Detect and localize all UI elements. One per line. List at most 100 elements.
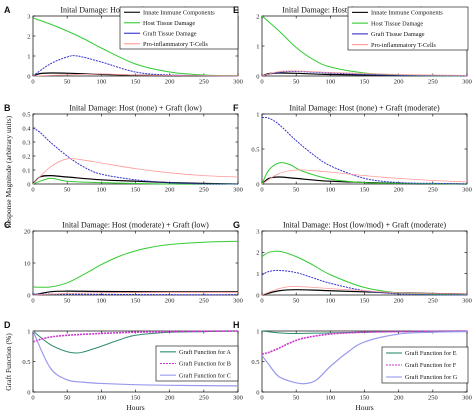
x-tick-label: 300: [462, 79, 472, 86]
x-tick-label: 100: [96, 395, 106, 402]
x-tick-label: 50: [293, 298, 300, 305]
panel-b: 0 50 100 150 200 250 300 0 0.1 0.2 0.3 0.4 0.5 Inital…: [4, 103, 243, 194]
x-tick-label: 300: [233, 395, 243, 402]
y-tick-label: 0: [27, 389, 30, 396]
panel-title: Inital Damage: Host (none) + Graft (mode…: [289, 104, 440, 113]
panel-tag: F: [233, 103, 239, 113]
x-tick-label: 0: [31, 79, 34, 86]
x-tick-label: 150: [131, 395, 141, 402]
legend: Innate Immune Components Host Tissue Dama…: [119, 6, 239, 50]
panel-g: 0 50 100 150 200 250 300 0 1 2 3 Inital Damage: Hos…: [233, 220, 472, 305]
x-tick-label: 300: [462, 395, 472, 402]
shared-ylabel-bottom: Graft Function (%): [4, 333, 13, 391]
y-tick-label: 0: [256, 181, 259, 188]
panel-tag: E: [233, 5, 239, 15]
x-tick-label: 200: [394, 79, 404, 86]
y-tick-label: 2: [27, 33, 30, 40]
x-tick-label: 0: [260, 395, 263, 402]
x-axis-label: Hours: [126, 403, 144, 412]
x-tick-label: 150: [360, 187, 370, 194]
y-tick-label: 3: [27, 13, 30, 20]
x-tick-label: 100: [325, 395, 335, 402]
x-tick-label: 200: [394, 395, 404, 402]
x-tick-label: 50: [64, 298, 71, 305]
x-tick-label: 300: [462, 298, 472, 305]
series-line-f-3: [261, 169, 468, 185]
x-tick-label: 150: [360, 395, 370, 402]
x-tick-label: 100: [96, 298, 106, 305]
x-tick-label: 300: [233, 187, 243, 194]
series-line-h-2: [261, 331, 468, 385]
x-tick-label: 150: [131, 298, 141, 305]
y-tick-label: 1: [27, 328, 30, 335]
x-tick-label: 300: [233, 79, 243, 86]
series-line-g-2: [261, 269, 468, 296]
x-tick-label: 150: [360, 79, 370, 86]
series-line-d-2: [32, 330, 239, 387]
x-tick-label: 50: [293, 79, 300, 86]
series-line-a-2: [32, 55, 239, 77]
y-tick-label: 0.3: [22, 139, 30, 146]
y-tick-label: 0.4: [22, 125, 31, 132]
x-tick-label: 100: [325, 298, 335, 305]
legend-label: Graft Function for G: [405, 374, 458, 381]
series-line-c-1: [32, 240, 239, 288]
shared-ylabel-top: Response Magnitude (arbitrary units): [4, 115, 13, 228]
y-tick-label: 0: [256, 292, 259, 299]
x-tick-label: 250: [199, 187, 209, 194]
x-tick-label: 250: [199, 395, 209, 402]
y-tick-label: 10: [24, 260, 31, 267]
y-tick-label: 0.5: [22, 359, 30, 366]
legend-label: Host Tissue Damage: [143, 20, 195, 27]
series-line-b-1: [32, 177, 239, 185]
legend-box: [347, 6, 469, 51]
panel-f: 0 50 100 150 200 250 300 0 0.5 1 Inital Damage: Ho…: [233, 103, 472, 194]
legend-label: Graft Tissue Damage: [371, 31, 425, 38]
y-tick-label: 2: [256, 250, 259, 257]
panel-title: Inital Damage: Host (low/mod) + Graft (m…: [283, 221, 446, 230]
x-tick-label: 200: [165, 395, 175, 402]
y-tick-label: 0.2: [22, 153, 30, 160]
x-tick-label: 0: [260, 187, 263, 194]
x-tick-label: 50: [64, 187, 71, 194]
series-line-b-3: [32, 158, 239, 185]
series-line-c-2: [32, 293, 239, 296]
x-tick-label: 250: [199, 79, 209, 86]
x-tick-label: 100: [325, 187, 335, 194]
x-tick-label: 250: [428, 298, 438, 305]
series-line-h-1: [261, 330, 468, 355]
x-tick-label: 150: [131, 187, 141, 194]
legend-label: Pro-inflammatory T-Cells: [143, 41, 208, 48]
x-tick-label: 0: [260, 79, 263, 86]
x-tick-label: 50: [293, 187, 300, 194]
x-tick-label: 100: [96, 79, 106, 86]
panel-title: Inital Damage: Host (none) + Graft (low): [69, 104, 202, 113]
y-tick-label: 1: [256, 111, 259, 118]
legend-label: Graft Function for C: [179, 372, 231, 379]
panel-title: Inital Damage: Host (moderate) + Graft (…: [62, 221, 209, 230]
series-line-f-1: [261, 162, 468, 185]
legend-label: Pro-inflammatory T-Cells: [371, 42, 436, 49]
y-tick-label: 3: [256, 228, 259, 235]
y-tick-label: 0: [27, 73, 30, 80]
y-tick-label: 0.5: [22, 111, 30, 118]
y-tick-label: 1: [27, 53, 30, 60]
x-tick-label: 150: [131, 79, 141, 86]
y-tick-label: 0: [256, 73, 259, 80]
panel-tag: B: [4, 103, 11, 113]
x-tick-label: 0: [31, 298, 34, 305]
x-tick-label: 200: [394, 187, 404, 194]
x-tick-label: 0: [260, 298, 263, 305]
panel-h: 0 50 100 150 200 250 300 0 0.5 1 H Hours Graft Funct…: [233, 320, 472, 412]
x-tick-label: 0: [31, 395, 34, 402]
series-line-b-2: [32, 127, 239, 185]
plot-area: [261, 113, 468, 185]
y-tick-label: 2: [256, 13, 259, 20]
y-tick-label: 0: [27, 181, 30, 188]
x-tick-label: 200: [165, 187, 175, 194]
series-line-e-1: [261, 15, 468, 77]
